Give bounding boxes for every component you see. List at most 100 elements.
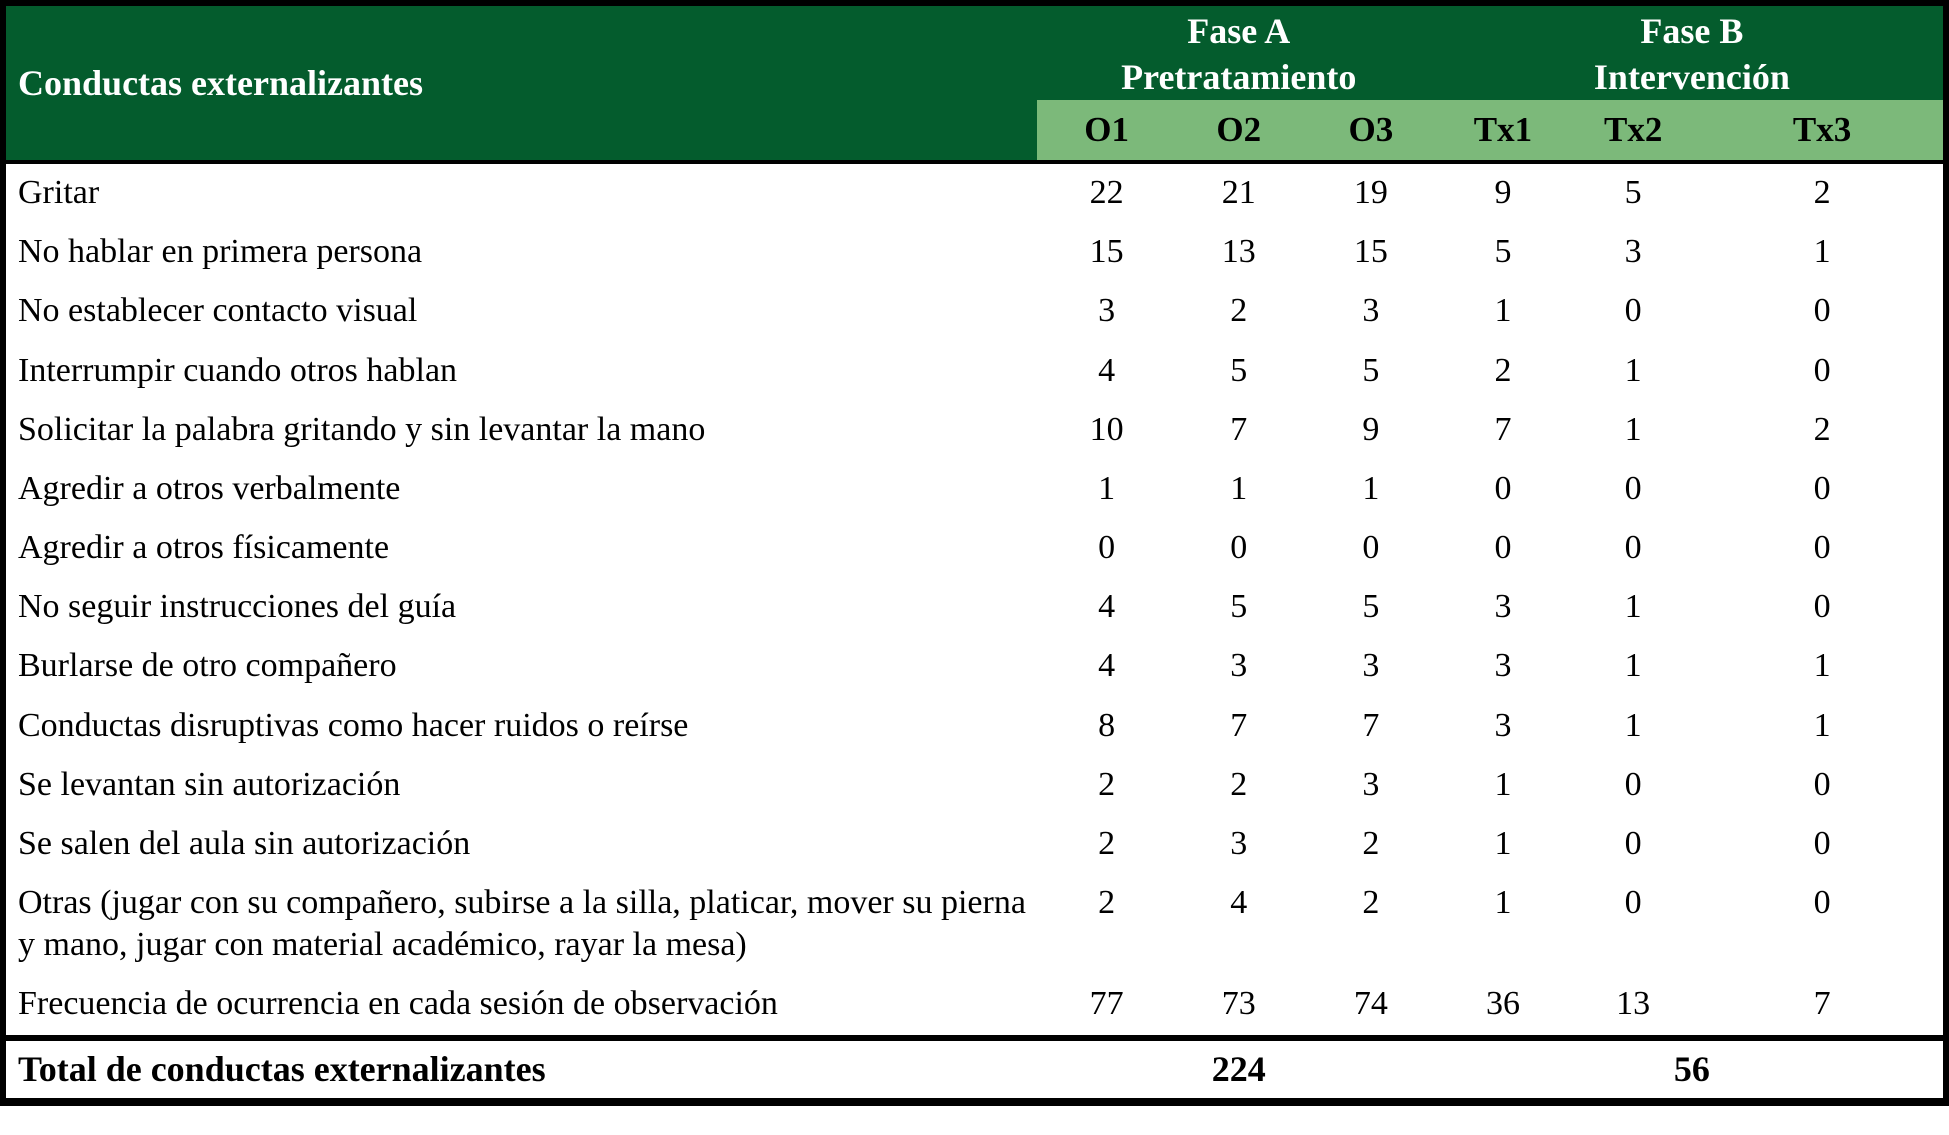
value-cell: 1 <box>1624 706 1642 744</box>
table-row: Solicitar la palabra gritando y sin leva… <box>3 401 1946 460</box>
value-cell: 3 <box>1362 292 1380 330</box>
value-cell: 1 <box>1813 233 1831 271</box>
value-cell: 2 <box>1098 765 1116 803</box>
table-row: Conductas disruptivas como hacer ruidos … <box>3 697 1946 756</box>
value-cell: 3 <box>1230 647 1248 685</box>
column-header-o3: O3 <box>1300 100 1441 163</box>
value-cell: 0 <box>1362 529 1380 567</box>
behavior-label: Conductas disruptivas como hacer ruidos … <box>18 706 689 744</box>
behavior-label: Agredir a otros físicamente <box>18 529 390 567</box>
table-row: Se levantan sin autorización 2 2 3 1 0 0 <box>3 756 1946 815</box>
value-cell: 13 <box>1221 233 1256 271</box>
value-cell: 4 <box>1230 884 1248 922</box>
value-cell: 1 <box>1494 765 1512 803</box>
table-row: Frecuencia de ocurrencia en cada sesión … <box>3 975 1946 1037</box>
group-header-row: Conductas externalizantes Fase A Pretrat… <box>3 3 1946 163</box>
behavior-label: Solicitar la palabra gritando y sin leva… <box>18 410 706 448</box>
value-cell: 0 <box>1624 529 1642 567</box>
behavior-label: Interrumpir cuando otros hablan <box>18 351 458 389</box>
phase-b-subtitle: Intervención <box>1593 57 1790 98</box>
value-cell: 0 <box>1813 529 1831 567</box>
phase-a-name: Fase A <box>1187 11 1291 51</box>
table-row: No establecer contacto visual 3 2 3 1 0 … <box>3 282 1946 341</box>
value-cell: 0 <box>1624 469 1642 507</box>
value-cell: 4 <box>1098 647 1116 685</box>
value-cell: 8 <box>1098 706 1116 744</box>
table-row: Burlarse de otro compañero 4 3 3 3 1 1 <box>3 637 1946 696</box>
value-cell: 1 <box>1624 410 1642 448</box>
value-cell: 1 <box>1624 588 1642 626</box>
phase-a-subtitle: Pretratamiento <box>1121 57 1357 98</box>
value-cell: 2 <box>1098 884 1116 922</box>
table-row: Otras (jugar con su compañero, subirse a… <box>3 874 1946 975</box>
value-cell: 1 <box>1494 884 1512 922</box>
value-cell: 0 <box>1098 529 1116 567</box>
value-cell: 1 <box>1362 469 1380 507</box>
value-cell: 2 <box>1362 824 1380 862</box>
value-cell: 77 <box>1089 985 1124 1023</box>
behavior-label: Se salen del aula sin autorización <box>18 824 471 862</box>
table-header: Conductas externalizantes Fase A Pretrat… <box>3 3 1946 163</box>
value-cell: 0 <box>1813 824 1831 862</box>
total-row: Total de conductas externalizantes 224 5… <box>3 1038 1946 1102</box>
value-cell: 0 <box>1230 529 1248 567</box>
table-row: Se salen del aula sin autorización 2 3 2… <box>3 815 1946 874</box>
table-row: Interrumpir cuando otros hablan 4 5 5 2 … <box>3 342 1946 401</box>
value-cell: 3 <box>1494 588 1512 626</box>
phase-b-header: Fase B Intervención <box>1440 3 1946 101</box>
value-cell: 2 <box>1230 292 1248 330</box>
value-cell: 22 <box>1089 174 1124 212</box>
value-cell: 1 <box>1624 647 1642 685</box>
value-cell: 15 <box>1089 233 1124 271</box>
value-cell: 2 <box>1494 351 1512 389</box>
table-footer: Total de conductas externalizantes 224 5… <box>3 1037 1946 1102</box>
behavior-label: Gritar <box>18 174 100 212</box>
value-cell: 5 <box>1494 233 1512 271</box>
phase-b-name: Fase B <box>1640 11 1744 51</box>
value-cell: 9 <box>1362 410 1380 448</box>
value-cell: 5 <box>1230 351 1248 389</box>
column-header-o1: O1 <box>1036 100 1177 163</box>
value-cell: 1 <box>1494 292 1512 330</box>
phase-a-header: Fase A Pretratamiento <box>1036 3 1441 101</box>
table-row: No hablar en primera persona 15 13 15 5 … <box>3 223 1946 282</box>
value-cell: 7 <box>1494 410 1512 448</box>
value-cell: 7 <box>1230 410 1248 448</box>
value-cell: 0 <box>1494 469 1512 507</box>
value-cell: 4 <box>1098 588 1116 626</box>
value-cell: 0 <box>1813 765 1831 803</box>
value-cell: 5 <box>1362 351 1380 389</box>
value-cell: 3 <box>1494 706 1512 744</box>
table-row: Agredir a otros físicamente 0 0 0 0 0 0 <box>3 519 1946 578</box>
value-cell: 3 <box>1362 647 1380 685</box>
value-cell: 9 <box>1494 174 1512 212</box>
value-cell: 0 <box>1624 292 1642 330</box>
total-fase-b-value: 56 <box>1673 1049 1710 1089</box>
value-cell: 74 <box>1353 985 1388 1023</box>
behavior-label: No seguir instrucciones del guía <box>18 588 457 626</box>
value-cell: 0 <box>1494 529 1512 567</box>
value-cell: 2 <box>1362 884 1380 922</box>
value-cell: 36 <box>1485 985 1520 1023</box>
value-cell: 3 <box>1230 824 1248 862</box>
value-cell: 0 <box>1624 765 1642 803</box>
value-cell: 0 <box>1813 351 1831 389</box>
column-header-tx3: Tx3 <box>1701 100 1946 163</box>
behavior-label: Otras (jugar con su compañero, subirse a… <box>18 884 1026 964</box>
value-cell: 0 <box>1813 884 1831 922</box>
value-cell: 0 <box>1813 292 1831 330</box>
value-cell: 0 <box>1624 824 1642 862</box>
value-cell: 3 <box>1494 647 1512 685</box>
value-cell: 2 <box>1098 824 1116 862</box>
behavior-label: No hablar en primera persona <box>18 233 423 271</box>
table-row: No seguir instrucciones del guía 4 5 5 3… <box>3 578 1946 637</box>
behavior-label: Frecuencia de ocurrencia en cada sesión … <box>18 985 778 1023</box>
value-cell: 73 <box>1221 985 1256 1023</box>
value-cell: 2 <box>1813 410 1831 448</box>
value-cell: 0 <box>1624 884 1642 922</box>
behavior-label: Burlarse de otro compañero <box>18 647 397 685</box>
value-cell: 2 <box>1813 174 1831 212</box>
table-body: Gritar 22 21 19 9 5 2 No hablar en prime… <box>3 162 1946 1037</box>
value-cell: 3 <box>1362 765 1380 803</box>
value-cell: 3 <box>1624 233 1642 271</box>
